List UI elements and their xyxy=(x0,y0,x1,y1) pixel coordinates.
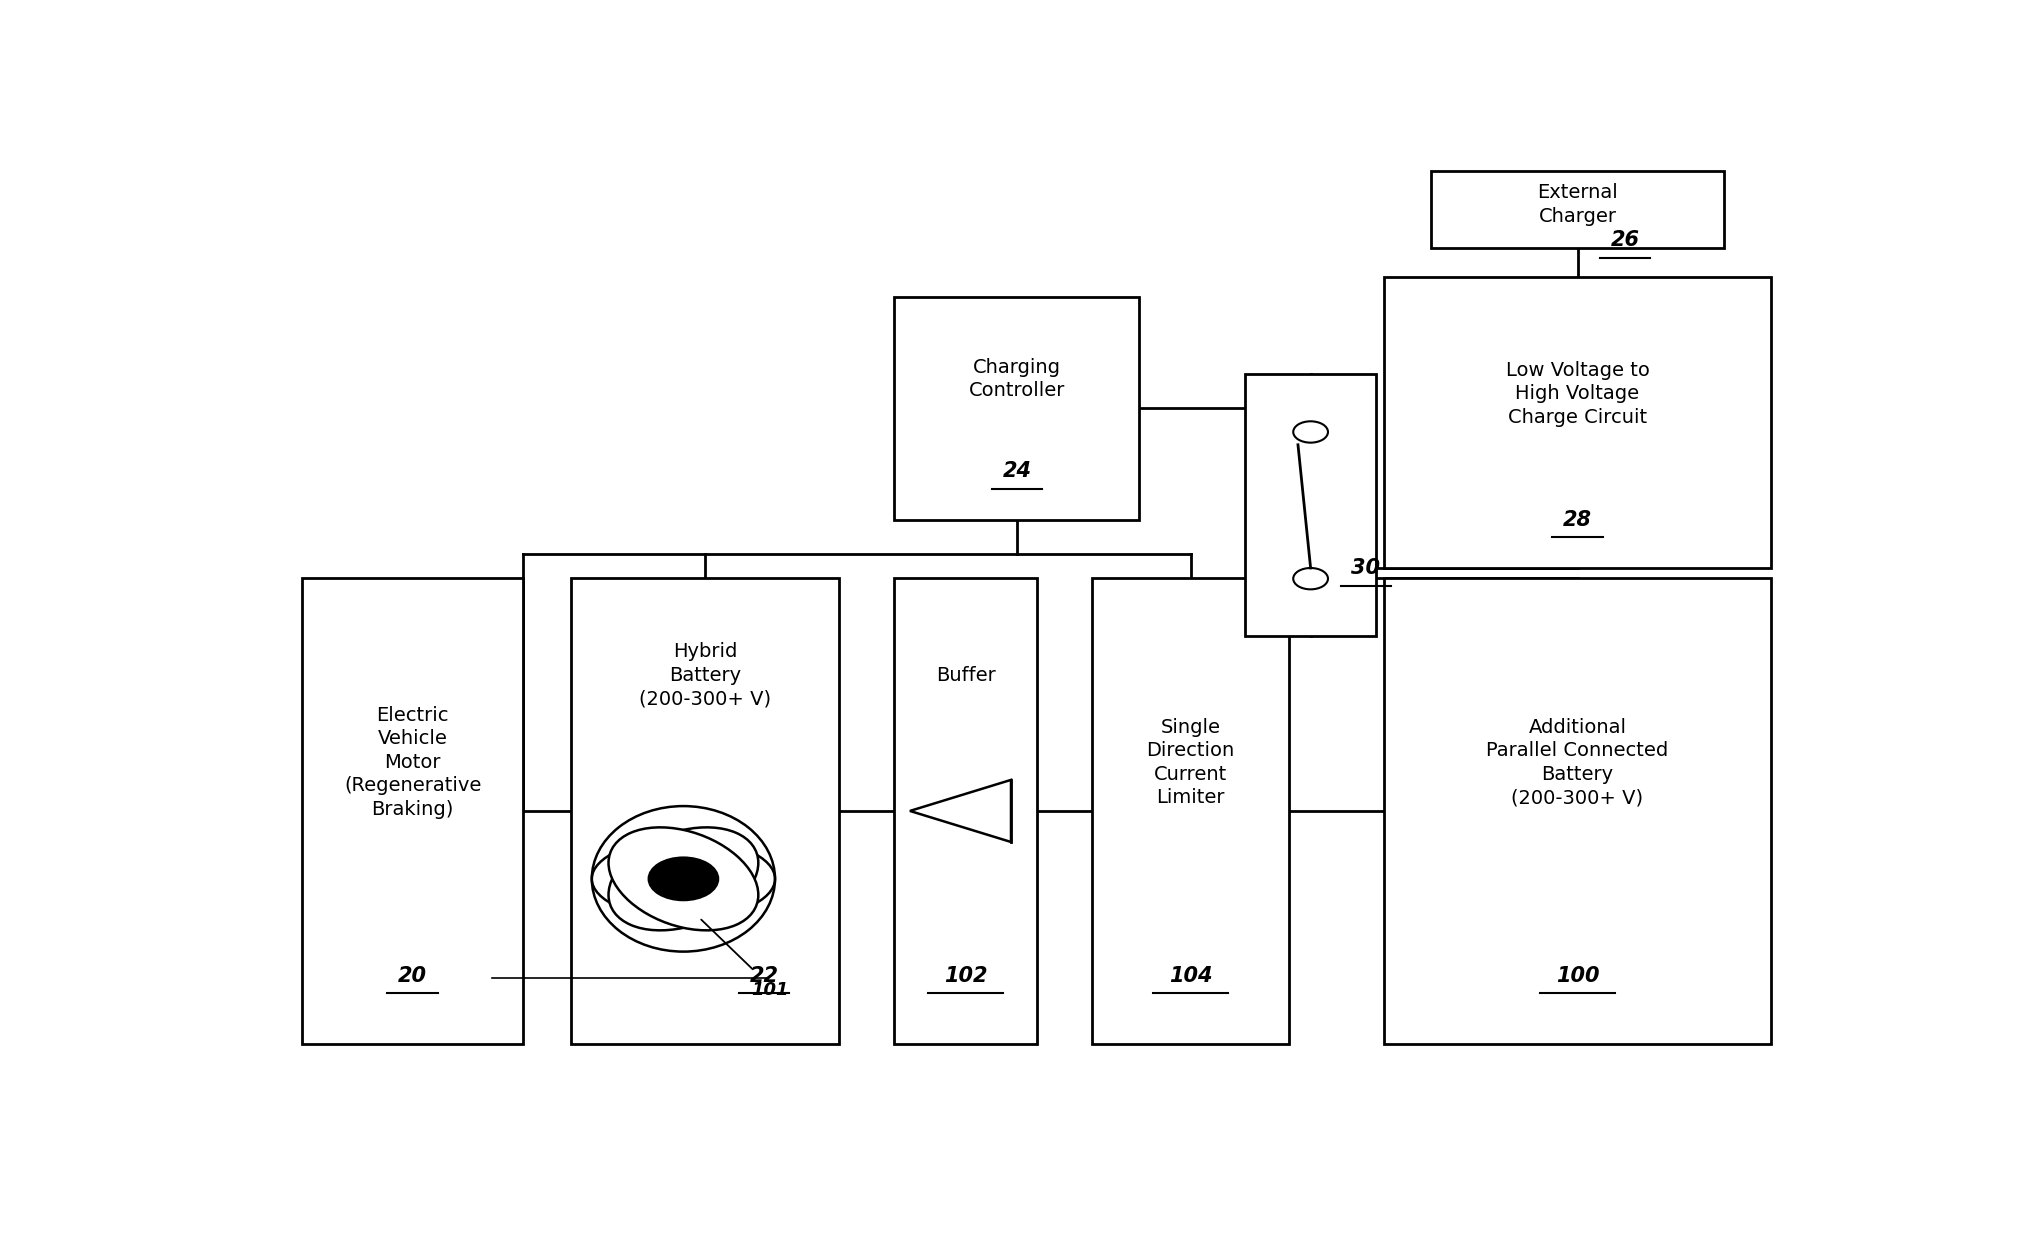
Bar xyxy=(1245,374,1376,636)
Text: 26: 26 xyxy=(1610,231,1639,251)
Text: Additional
Parallel Connected
Battery
(200-300+ V): Additional Parallel Connected Battery (2… xyxy=(1486,718,1669,808)
Text: 24: 24 xyxy=(1003,461,1031,481)
Ellipse shape xyxy=(591,839,774,919)
Text: 22: 22 xyxy=(750,966,779,985)
Circle shape xyxy=(1294,568,1329,590)
Text: 101: 101 xyxy=(752,980,789,999)
Bar xyxy=(302,578,524,1043)
Text: Single
Direction
Current
Limiter: Single Direction Current Limiter xyxy=(1147,718,1235,808)
Text: Electric
Vehicle
Motor
(Regenerative
Braking): Electric Vehicle Motor (Regenerative Bra… xyxy=(344,706,481,819)
Bar xyxy=(1092,578,1290,1043)
Text: 100: 100 xyxy=(1555,966,1600,985)
Text: Hybrid
Battery
(200-300+ V): Hybrid Battery (200-300+ V) xyxy=(638,643,770,708)
Text: 30: 30 xyxy=(1351,558,1380,578)
Text: 20: 20 xyxy=(397,966,428,985)
Circle shape xyxy=(1294,421,1329,442)
Ellipse shape xyxy=(609,828,758,930)
Text: External
Charger: External Charger xyxy=(1537,183,1618,226)
Bar xyxy=(1431,170,1724,248)
Circle shape xyxy=(648,858,717,900)
Text: 102: 102 xyxy=(944,966,986,985)
Polygon shape xyxy=(909,780,1011,842)
Text: Buffer: Buffer xyxy=(935,665,995,684)
Ellipse shape xyxy=(609,828,758,930)
Text: Low Voltage to
High Voltage
Charge Circuit: Low Voltage to High Voltage Charge Circu… xyxy=(1506,360,1649,427)
Bar xyxy=(895,578,1037,1043)
Text: 104: 104 xyxy=(1170,966,1213,985)
Text: 28: 28 xyxy=(1563,510,1592,530)
Bar xyxy=(895,297,1139,520)
Bar xyxy=(1384,578,1771,1043)
Bar xyxy=(571,578,840,1043)
Bar xyxy=(1384,277,1771,568)
Text: Charging
Controller: Charging Controller xyxy=(968,358,1066,401)
